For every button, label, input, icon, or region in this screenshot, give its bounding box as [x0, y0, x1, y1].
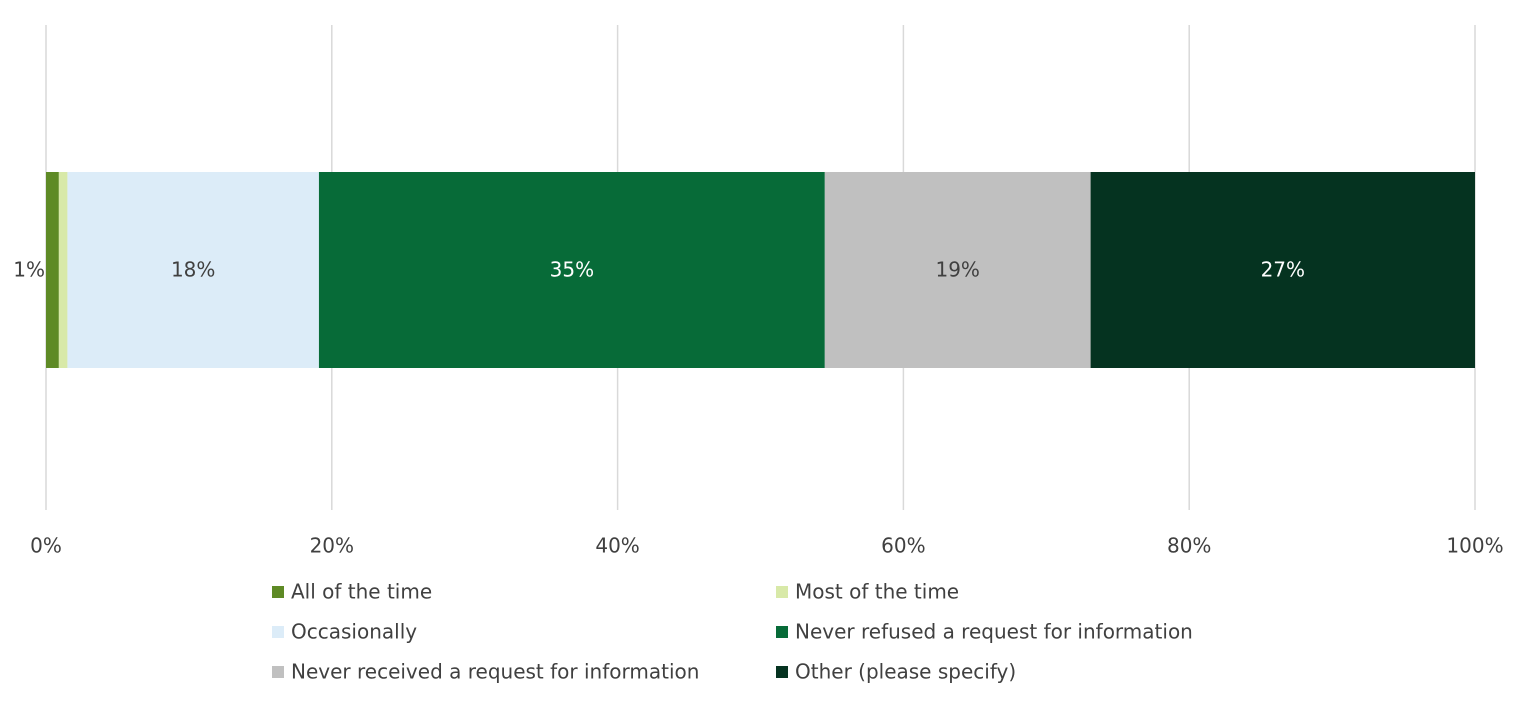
data-label: 18% [171, 258, 215, 282]
legend-swatch [272, 626, 284, 638]
data-label: 35% [550, 258, 594, 282]
legend-swatch [272, 666, 284, 678]
legend-swatch [272, 586, 284, 598]
data-label: 1% [13, 258, 45, 282]
legend-label: Most of the time [795, 580, 959, 604]
bar-segment [1090, 172, 1475, 368]
legend-swatch [776, 666, 788, 678]
bar-segment [318, 172, 825, 368]
legend-label: All of the time [291, 580, 432, 604]
data-label: 19% [935, 258, 979, 282]
bar-segment [824, 172, 1091, 368]
bar-segment [58, 172, 68, 368]
x-tick-label: 20% [310, 534, 354, 558]
bar-segment [46, 172, 59, 368]
legend-swatch [776, 586, 788, 598]
legend-label: Other (please specify) [795, 660, 1016, 684]
x-tick-label: 80% [1167, 534, 1211, 558]
x-tick-label: 60% [881, 534, 925, 558]
x-tick-label: 40% [595, 534, 639, 558]
legend-label: Never refused a request for information [795, 620, 1193, 644]
x-tick-label: 0% [30, 534, 62, 558]
legend-label: Occasionally [291, 620, 417, 644]
legend-swatch [776, 626, 788, 638]
legend-label: Never received a request for information [291, 660, 699, 684]
data-label: 27% [1261, 258, 1305, 282]
bar-segment [67, 172, 319, 368]
x-tick-label: 100% [1446, 534, 1503, 558]
